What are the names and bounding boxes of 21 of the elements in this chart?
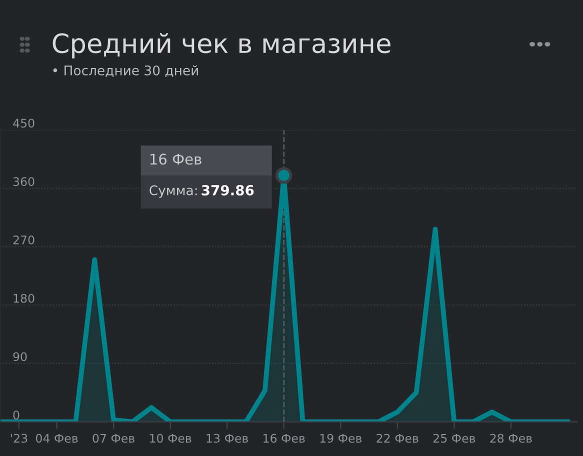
y-tick-label: 90	[13, 352, 27, 362]
y-tick-label: 180	[14, 294, 34, 303]
y-tick-label: 0	[13, 410, 20, 420]
annotation: 379.86	[202, 184, 254, 196]
y-tick-label: 450	[13, 118, 34, 128]
x-tick-label: 25 Фев	[433, 434, 476, 443]
chart-subtitle: • Последние 30 дней	[53, 65, 198, 78]
x-tick-label: '23	[10, 434, 28, 443]
x-tick-label: 19 Фев	[320, 434, 362, 443]
chart-title: Средний чек в магазине	[52, 32, 390, 58]
x-tick-label: 04 Фев	[36, 434, 78, 443]
annotation: Сумма:	[150, 185, 197, 198]
x-tick-label: 22 Фев	[376, 434, 418, 443]
x-tick-label: 28 Фев	[490, 434, 532, 443]
y-tick-label: 270	[13, 235, 34, 244]
x-tick-label: 16 Фев	[264, 434, 305, 443]
y-tick-label: 360	[13, 177, 34, 186]
x-tick-label: 10 Фев	[150, 434, 192, 443]
x-tick-label: 13 Фев	[206, 434, 248, 443]
annotation: 16 Фев	[150, 154, 202, 165]
x-tick-label: 07 Фев	[92, 434, 134, 443]
